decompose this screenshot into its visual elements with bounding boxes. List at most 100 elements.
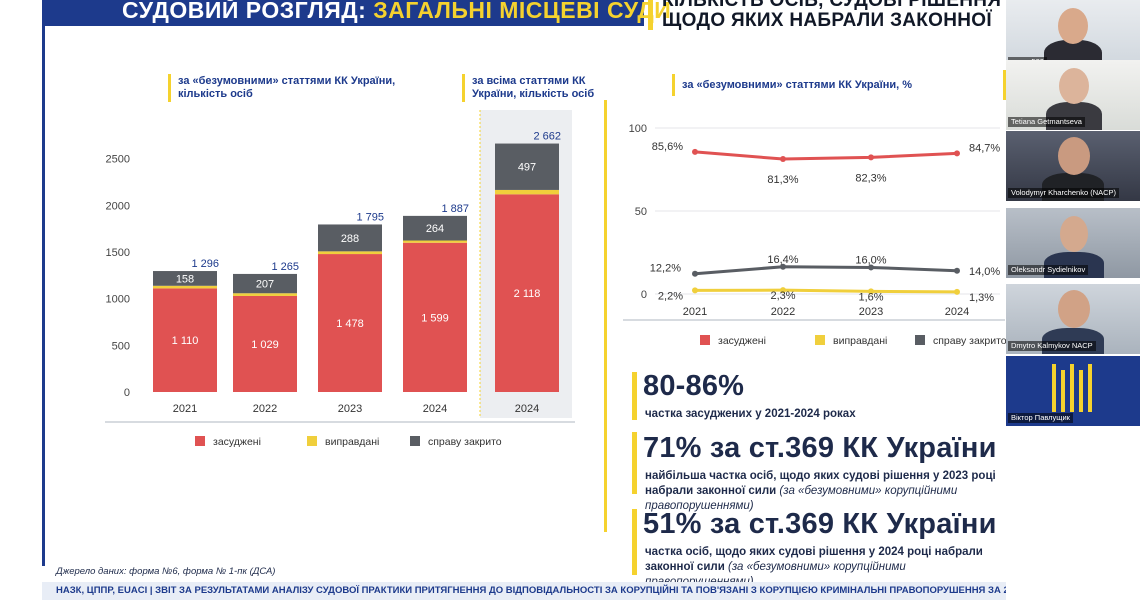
- x-tick-label: 2024: [515, 403, 539, 415]
- right-header-line2: ЩОДО ЯКИХ НАБРАЛИ ЗАКОННОЇ: [662, 10, 992, 31]
- point-value-label: 12,2%: [650, 263, 681, 275]
- stat-marker-3: [632, 509, 637, 575]
- bar-value-label: 1 599: [421, 312, 449, 324]
- bar-segment-convicted: [403, 242, 467, 392]
- video-participants-panel: zoom 500 Tetiana Getmantseva Volodymyr K…: [1006, 0, 1140, 600]
- bar-segment-convicted: [153, 288, 217, 392]
- bar-total-label: 2 662: [533, 131, 561, 143]
- bar-value-label: 1 110: [172, 335, 199, 347]
- bar-value-label: 207: [256, 279, 274, 291]
- presentation-slide: СУДОВИЙ РОЗГЛЯД: ЗАГАЛЬНІ МІСЦЕВІ СУДИ К…: [42, 0, 1006, 588]
- participant-tile[interactable]: Віктор Павлущик: [1006, 356, 1140, 426]
- y-tick-label: 100: [629, 123, 647, 135]
- legend-swatch: [815, 335, 825, 345]
- y-tick-label: 0: [124, 387, 130, 399]
- left-accent-rule: [42, 0, 45, 566]
- x-tick-label: 2021: [173, 403, 197, 415]
- bar-total-label: 1 296: [191, 258, 219, 270]
- point-value-label: 81,3%: [767, 174, 798, 186]
- y-tick-label: 2500: [106, 154, 130, 166]
- footer-bar: НАЗК, ЦППР, EUACI | ЗВІТ ЗА РЕЗУЛЬТАТАМИ…: [42, 582, 1017, 600]
- point-value-label: 14,0%: [969, 266, 1000, 278]
- legend-label: виправдані: [325, 436, 379, 448]
- legend-label: справу закрито: [428, 436, 502, 448]
- point-value-label: 82,3%: [855, 172, 886, 184]
- participant-name: Dmytro Kalmykov NACP: [1008, 341, 1096, 351]
- bar-segment-closed: [318, 224, 382, 252]
- legend-swatch: [700, 335, 710, 345]
- point-value-label: 16,0%: [855, 254, 886, 266]
- bar-segment-acquitted: [318, 251, 382, 255]
- y-tick-label: 1000: [106, 294, 130, 306]
- bar-segment-convicted: [495, 194, 559, 392]
- participant-name: Oleksandr Sydielnikov: [1008, 265, 1089, 275]
- y-tick-label: 1500: [106, 247, 130, 259]
- series-point: [780, 156, 786, 163]
- participant-tile[interactable]: Volodymyr Kharchenko (NACP): [1006, 131, 1140, 201]
- bar-chart-label: за «безумовними» статтями КК України, кі…: [178, 75, 396, 100]
- bar-value-label: 1 478: [336, 318, 364, 330]
- point-value-label: 16,4%: [767, 254, 798, 266]
- x-tick-label: 2021: [683, 306, 707, 318]
- stat-value-1: 80-86%: [643, 370, 745, 402]
- series-point: [692, 287, 698, 294]
- participant-tile[interactable]: Dmytro Kalmykov NACP: [1006, 284, 1140, 354]
- participant-tile[interactable]: zoom 500: [1006, 0, 1140, 70]
- percent-line-chart: 0 50 100 85,6% 81,3% 82,3% 84,7% 2,2% 2,3% 1,6% 1,…: [623, 123, 1006, 347]
- right-header: КІЛЬКІСТЬ ОСІБ, СУДОВІ РІШЕННЯ ЩОДО ЯКИХ…: [648, 0, 1006, 32]
- bar-total-label: 1 887: [441, 203, 469, 215]
- bar-segment-acquitted: [495, 189, 559, 195]
- bar-segment-acquitted: [233, 293, 297, 296]
- line-chart-label: за «безумовними» статтями КК України, %: [682, 79, 913, 91]
- bar-value-label: 264: [426, 223, 444, 235]
- organization-logo-icon: [1052, 364, 1092, 412]
- legend-swatch: [410, 436, 420, 446]
- bar-segment-convicted: [318, 254, 382, 392]
- series-point: [954, 150, 960, 157]
- bar-value-label: 497: [518, 162, 536, 174]
- bar-value-label: 158: [176, 273, 194, 285]
- stat-value-2: 71% за ст.369 КК України: [643, 432, 997, 464]
- stat-caption-2: найбільша частка осіб, щодо яких судові …: [645, 470, 996, 512]
- bar-segment-closed: [233, 273, 297, 294]
- x-tick-label: 2022: [253, 403, 277, 415]
- bar-segment-closed: [495, 143, 559, 190]
- series-point: [692, 270, 698, 277]
- legend-label: справу закрито: [933, 335, 1006, 347]
- bar-all-label-marker: [462, 74, 465, 102]
- point-value-label: 2,2%: [658, 290, 683, 302]
- participant-tile[interactable]: Oleksandr Sydielnikov: [1006, 208, 1140, 278]
- legend-swatch: [915, 335, 925, 345]
- series-point: [954, 267, 960, 274]
- legend-label: засуджені: [213, 436, 261, 448]
- bar-segment-acquitted: [153, 285, 217, 289]
- series-point: [692, 148, 698, 155]
- vertical-divider: [604, 100, 607, 532]
- participant-name: Віктор Павлущик: [1008, 413, 1073, 423]
- bar-all-chart-label: за всіма статтями КК України, кількість …: [472, 75, 595, 100]
- stat-marker-1: [632, 372, 637, 420]
- stat-caption-1: частка засуджених у 2021-2024 роках: [645, 408, 856, 420]
- right-header-bar: [648, 0, 653, 30]
- x-tick-label: 2023: [859, 306, 883, 318]
- data-source: Джерело даних: форма №6, форма № 1-пк (Д…: [56, 566, 276, 577]
- x-tick-label: 2024: [423, 403, 447, 415]
- x-tick-label: 2024: [945, 306, 969, 318]
- y-tick-label: 2000: [106, 200, 130, 212]
- stat-value-3: 51% за ст.369 КК України: [643, 508, 997, 540]
- legend-swatch: [307, 436, 317, 446]
- point-value-label: 1,3%: [969, 292, 994, 304]
- stat-marker-2: [632, 432, 637, 494]
- x-tick-label: 2023: [338, 403, 362, 415]
- point-value-label: 2,3%: [770, 290, 795, 302]
- x-tick-label: 2022: [771, 306, 795, 318]
- series-point: [954, 288, 960, 295]
- participant-name: Volodymyr Kharchenko (NACP): [1008, 188, 1120, 198]
- legend-label: засуджені: [718, 335, 766, 347]
- line-label-marker: [672, 74, 675, 96]
- bar-value-label: 2 118: [514, 288, 541, 300]
- bar-total-label: 1 795: [356, 211, 384, 223]
- bar-segment-closed: [403, 215, 467, 241]
- participant-tile[interactable]: Tetiana Getmantseva: [1006, 60, 1140, 130]
- series-point: [868, 154, 874, 161]
